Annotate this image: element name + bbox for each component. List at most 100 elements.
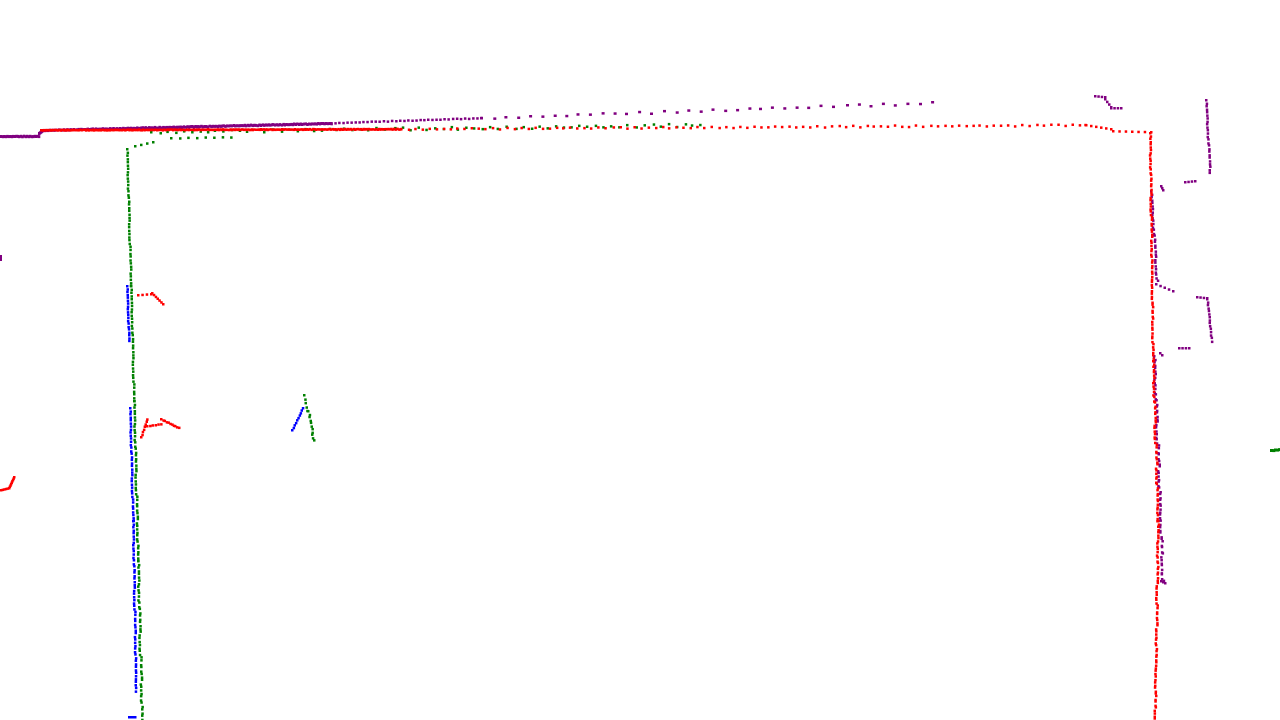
red-point: [1152, 342, 1155, 346]
purple-point: [220, 124, 224, 128]
green-point: [311, 433, 314, 436]
green-point: [133, 393, 136, 396]
red-point: [1151, 275, 1154, 279]
purple-point: [1206, 114, 1209, 117]
red-point: [373, 128, 377, 131]
purple-point: [1202, 296, 1206, 300]
red-point: [370, 128, 373, 131]
red-point: [1153, 407, 1157, 410]
purple-point: [270, 123, 274, 127]
purple-point: [1205, 102, 1209, 105]
purple-point: [1151, 226, 1155, 229]
green-point: [136, 540, 139, 543]
green-point: [140, 676, 144, 679]
purple-point: [300, 123, 304, 126]
green-point: [134, 441, 137, 444]
red-point: [163, 419, 167, 423]
green-point: [128, 238, 131, 242]
green-point: [141, 708, 144, 711]
red-point: [1155, 612, 1159, 616]
red-point: [1149, 184, 1153, 188]
purple-point: [362, 120, 365, 124]
red-point: [1064, 124, 1067, 128]
purple-point: [1154, 370, 1157, 373]
purple-point: [1208, 321, 1211, 325]
red-point: [1152, 374, 1156, 377]
purple-point: [287, 123, 290, 127]
green-point: [308, 413, 312, 417]
purple-point: [1162, 581, 1165, 584]
red-point: [165, 421, 169, 424]
purple-point: [1159, 529, 1162, 533]
red-point: [356, 127, 360, 131]
red-point: [589, 127, 593, 130]
red-point: [202, 128, 205, 132]
red-point: [999, 124, 1003, 127]
red-point: [160, 128, 163, 132]
purple-point: [919, 102, 922, 106]
red-point: [541, 127, 545, 131]
red-point: [114, 128, 117, 131]
red-point: [156, 129, 159, 132]
red-point: [1150, 241, 1153, 244]
red-point: [56, 129, 59, 132]
red-point: [513, 127, 517, 131]
purple-point: [15, 134, 18, 138]
red-point: [985, 125, 989, 128]
blue-point: [132, 596, 136, 599]
green-point: [515, 127, 518, 131]
red-point: [162, 303, 165, 306]
green-point: [570, 126, 573, 129]
purple-point: [131, 127, 134, 131]
blue-point: [134, 653, 137, 656]
purple-point: [246, 123, 250, 127]
blue-point: [126, 308, 130, 311]
red-point: [1154, 690, 1158, 693]
blue-point: [134, 644, 137, 648]
purple-point: [1159, 511, 1162, 514]
red-point: [1, 488, 5, 492]
red-point: [1153, 426, 1156, 430]
red-point: [182, 128, 185, 132]
purple-point: [395, 120, 398, 123]
red-point: [80, 129, 83, 132]
red-point: [388, 128, 392, 131]
red-point: [358, 128, 361, 131]
green-point: [131, 360, 135, 364]
red-point: [1154, 684, 1157, 688]
red-point: [1149, 146, 1152, 149]
green-point: [135, 467, 138, 470]
red-point: [1156, 624, 1159, 627]
green-point: [131, 337, 135, 341]
red-point: [335, 128, 339, 132]
purple-point: [206, 125, 209, 129]
blue-point: [129, 419, 132, 422]
green-point: [578, 124, 581, 128]
red-point: [449, 128, 453, 131]
red-point: [40, 129, 43, 132]
red-point: [110, 128, 113, 132]
purple-point: [350, 121, 353, 124]
purple-point: [1159, 491, 1162, 494]
red-point: [1150, 297, 1154, 301]
purple-point: [443, 118, 446, 121]
green-point: [126, 154, 129, 157]
purple-point: [1205, 99, 1208, 102]
red-point: [354, 128, 357, 131]
red-point: [463, 127, 466, 131]
purple-point: [1154, 261, 1157, 264]
blue-point: [134, 626, 137, 629]
purple-point: [1153, 238, 1157, 241]
red-point: [1150, 284, 1154, 287]
green-point: [137, 585, 140, 588]
red-point: [329, 128, 333, 131]
green-point: [129, 282, 133, 285]
red-point: [1149, 143, 1152, 146]
red-point: [199, 128, 202, 132]
blue-point: [126, 290, 129, 294]
red-point: [534, 126, 537, 130]
red-point: [1156, 517, 1159, 521]
red-point: [1090, 124, 1093, 128]
red-point: [179, 128, 183, 132]
green-point: [191, 131, 194, 134]
